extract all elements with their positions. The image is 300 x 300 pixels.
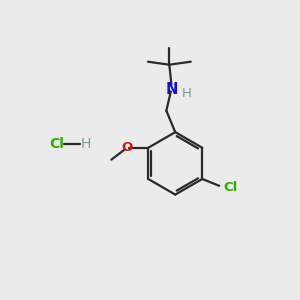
Text: N: N — [166, 82, 178, 98]
Text: H: H — [80, 137, 91, 151]
Text: O: O — [121, 141, 133, 154]
Text: Cl: Cl — [49, 137, 64, 151]
Text: H: H — [182, 87, 191, 100]
Text: Cl: Cl — [223, 181, 237, 194]
